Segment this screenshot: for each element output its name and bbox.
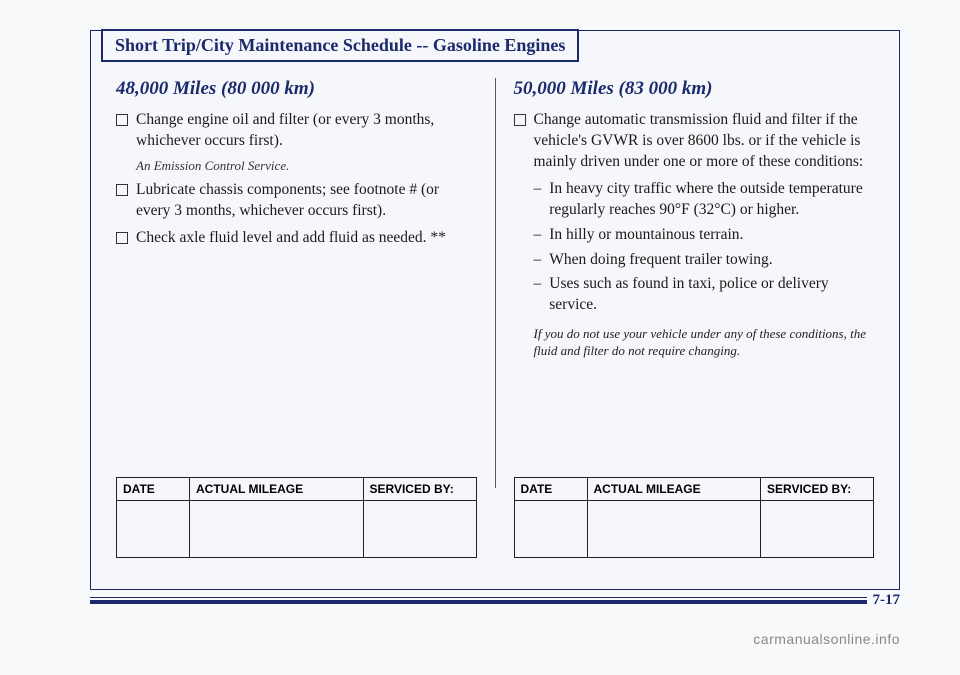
bullet-3: – When doing frequent trailer towing. [534,250,875,271]
left-item-3-text: Check axle fluid level and add fluid as … [136,228,477,249]
bullet-4: – Uses such as found in taxi, police or … [534,274,875,316]
left-item-3: Check axle fluid level and add fluid as … [116,228,477,249]
cell-date[interactable] [117,501,190,558]
right-item: Change automatic transmission fluid and … [514,110,875,173]
left-column: 48,000 Miles (80 000 km) Change engine o… [116,78,477,558]
bullet-1-text: In heavy city traffic where the outside … [549,179,874,221]
dash-icon: – [534,225,542,246]
right-sublist: – In heavy city traffic where the outsid… [534,179,875,321]
manual-page: ProCarManuals.com Short Trip/City Mainte… [0,0,960,675]
left-item-1-note: An Emission Control Service. [136,158,477,174]
left-item-1: Change engine oil and filter (or every 3… [116,110,477,152]
left-record-table: DATE ACTUAL MILEAGE SERVICED BY: [116,477,477,558]
right-record-table: DATE ACTUAL MILEAGE SERVICED BY: [514,477,875,558]
cell-mileage[interactable] [587,501,761,558]
checkbox-icon[interactable] [116,184,128,196]
schedule-title: Short Trip/City Maintenance Schedule -- … [101,29,579,62]
columns-wrap: 48,000 Miles (80 000 km) Change engine o… [116,78,874,558]
th-mileage: ACTUAL MILEAGE [190,478,364,501]
column-divider [495,78,496,488]
footer-rule: 7-17 [90,600,900,604]
bullet-2-text: In hilly or mountainous terrain. [549,225,743,246]
left-item-2: Lubricate chassis components; see footno… [116,180,477,222]
th-mileage: ACTUAL MILEAGE [587,478,761,501]
bullet-3-text: When doing frequent trailer towing. [549,250,772,271]
th-serviced: SERVICED BY: [761,478,874,501]
checkbox-icon[interactable] [116,114,128,126]
dash-icon: – [534,250,542,271]
page-number: 7-17 [867,592,907,609]
watermark-bottom: carmanualsonline.info [753,631,900,647]
cell-serviced[interactable] [363,501,476,558]
right-intro: Change automatic transmission fluid and … [534,110,875,173]
th-date: DATE [117,478,190,501]
checkbox-icon[interactable] [514,114,526,126]
th-serviced: SERVICED BY: [363,478,476,501]
bullet-4-text: Uses such as found in taxi, police or de… [549,274,874,316]
bullet-1: – In heavy city traffic where the outsid… [534,179,875,221]
right-closing: If you do not use your vehicle under any… [534,326,875,360]
bullet-2: – In hilly or mountainous terrain. [534,225,875,246]
right-column: 50,000 Miles (83 000 km) Change automati… [514,78,875,558]
cell-serviced[interactable] [761,501,874,558]
cell-mileage[interactable] [190,501,364,558]
left-heading: 48,000 Miles (80 000 km) [116,78,477,100]
th-date: DATE [514,478,587,501]
cell-date[interactable] [514,501,587,558]
checkbox-icon[interactable] [116,232,128,244]
dash-icon: – [534,274,542,316]
right-heading: 50,000 Miles (83 000 km) [514,78,875,100]
dash-icon: – [534,179,542,221]
left-item-2-text: Lubricate chassis components; see footno… [136,180,477,222]
left-item-1-text: Change engine oil and filter (or every 3… [136,110,477,152]
content-frame: Short Trip/City Maintenance Schedule -- … [90,30,900,590]
